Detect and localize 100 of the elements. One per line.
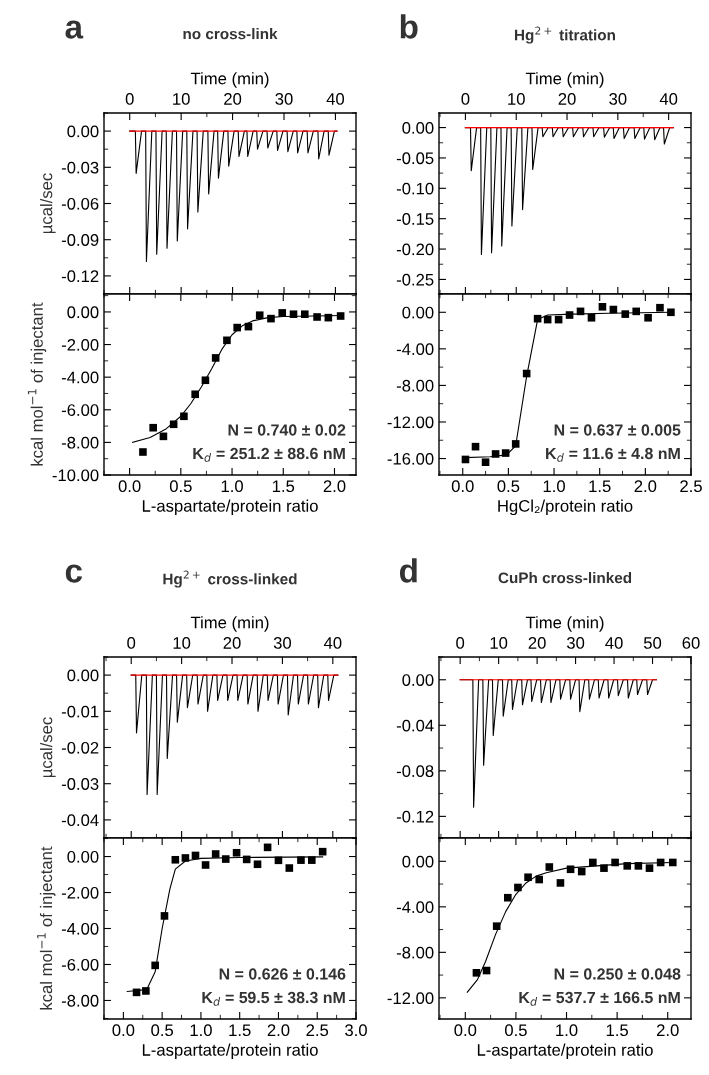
x-tick-label: 30 (609, 93, 627, 105)
point (211, 354, 220, 362)
x-tick-label: 50 (643, 637, 662, 649)
x-tick-label: 2.0 (634, 480, 657, 493)
y-tick-label: -0.09 (61, 234, 99, 246)
point (169, 420, 178, 429)
point (297, 856, 305, 864)
x-tick-label: 1.0 (190, 1024, 212, 1037)
y-axis-title: kcal mol$^{−1}$ of injectant (37, 846, 56, 1010)
annotation: N = 0.250 ± 0.048 (554, 968, 681, 980)
y-tick-label: -10.00 (52, 469, 99, 482)
chart-title: CuPh cross-linked (498, 572, 632, 584)
y-tick-label: -8.00 (61, 436, 99, 449)
y-tick-label: -8.00 (396, 379, 434, 392)
chart-title: no cross-link (183, 28, 278, 40)
point (501, 449, 510, 457)
y-tick-label: 0.00 (402, 855, 434, 868)
point (589, 858, 597, 867)
y-tick-label: -6.00 (61, 958, 99, 971)
annotation: K$_{d}$ = 537.7 ± 166.5 nM (519, 991, 680, 1006)
y-tick-label: -4.00 (396, 343, 434, 356)
y-tick-label: -12.00 (387, 416, 434, 429)
x-tick-label: 0 (127, 637, 136, 649)
x-tick-label: 0 (461, 93, 470, 105)
y-tick-label: -8.00 (61, 994, 99, 1007)
x-tick-label: 40 (323, 637, 342, 649)
point (598, 302, 607, 311)
x-tick-label: 0.0 (451, 480, 474, 493)
point (336, 312, 345, 320)
point (289, 310, 298, 319)
x-tick-label: 0 (456, 637, 465, 649)
point (668, 858, 677, 867)
point (201, 376, 210, 385)
y-tick-label: -4.00 (61, 922, 99, 935)
x-tick-label: 10 (173, 637, 191, 649)
y-tick-label: -6.00 (61, 404, 99, 416)
y-tick-label: -2.00 (61, 338, 99, 351)
point (142, 987, 150, 995)
y-tick-label: -0.05 (396, 152, 434, 165)
point (545, 863, 554, 871)
annotation: N = 0.637 ± 0.005 (554, 424, 681, 436)
point (313, 313, 321, 321)
x-axis-title: L-aspartate/protein ratio (477, 1043, 653, 1060)
point (556, 879, 565, 887)
x-tick-label: 0.5 (497, 480, 520, 493)
point (285, 864, 294, 872)
y-tick-label: -0.03 (61, 778, 99, 790)
point (278, 309, 287, 317)
x-tick-label: 1.5 (229, 1024, 251, 1037)
x-tick-label: 2.0 (267, 1024, 290, 1037)
point (634, 862, 643, 870)
y-tick-label: -12.00 (387, 992, 434, 1005)
x-tick-label: 2.5 (306, 1024, 329, 1037)
x-tick-label: 60 (682, 637, 700, 649)
y-tick-label: -0.04 (61, 814, 99, 827)
x-tick-label: 20 (528, 637, 546, 649)
y-tick-label: -0.25 (396, 273, 434, 286)
y-tick-label: -0.12 (396, 810, 434, 823)
y-tick-label: -0.03 (61, 161, 99, 174)
y-tick-label: -0.01 (61, 705, 99, 718)
x-tick-label: 40 (326, 93, 345, 105)
y-tick-label: -0.08 (396, 765, 434, 778)
chart-title: Hg$^{2+}$ titration (514, 26, 615, 44)
x-tick-label: 1.0 (221, 480, 243, 493)
x-tick-label: 0.5 (504, 1024, 527, 1037)
annotation: N = 0.740 ± 0.02 (228, 424, 346, 436)
point (201, 861, 210, 869)
point (151, 961, 159, 970)
x-tick-label: 20 (558, 93, 576, 105)
point (171, 855, 180, 864)
x-tick-label: 30 (566, 637, 585, 649)
x-tick-label: 0.5 (169, 480, 192, 493)
y-axis-title: µcal/sec (40, 717, 56, 778)
y-tick-label: -2.00 (61, 886, 99, 899)
annotation: K$_{d}$ = 59.5 ± 38.3 nM (202, 991, 345, 1006)
y-tick-label: 0.00 (67, 669, 99, 682)
x-tick-label: 40 (659, 93, 678, 105)
point (253, 860, 262, 869)
y-tick-label: -0.06 (61, 197, 99, 210)
point (535, 875, 543, 884)
text: c (65, 564, 83, 583)
x-tick-label: 3.0 (345, 1024, 367, 1037)
point (221, 855, 230, 863)
y-tick-label: 0.00 (67, 306, 99, 319)
x-tick-label: 1.5 (272, 480, 295, 493)
point (267, 314, 275, 323)
point (645, 864, 654, 872)
y-tick-label: -0.15 (396, 213, 434, 225)
point (233, 323, 241, 332)
x-tick-label: 1.0 (556, 1024, 578, 1037)
x-tick-label: 40 (605, 637, 623, 649)
text: d (399, 558, 417, 583)
x-tick-label: 0.0 (454, 1024, 477, 1037)
point (511, 440, 520, 448)
y-tick-label: -0.04 (396, 719, 434, 732)
point (232, 848, 241, 857)
x-axis-title: Time (min) (190, 616, 269, 632)
y-tick-label: -0.12 (61, 270, 99, 283)
x-axis-title: HgCl₂/protein ratio (498, 499, 633, 516)
point (524, 873, 532, 882)
